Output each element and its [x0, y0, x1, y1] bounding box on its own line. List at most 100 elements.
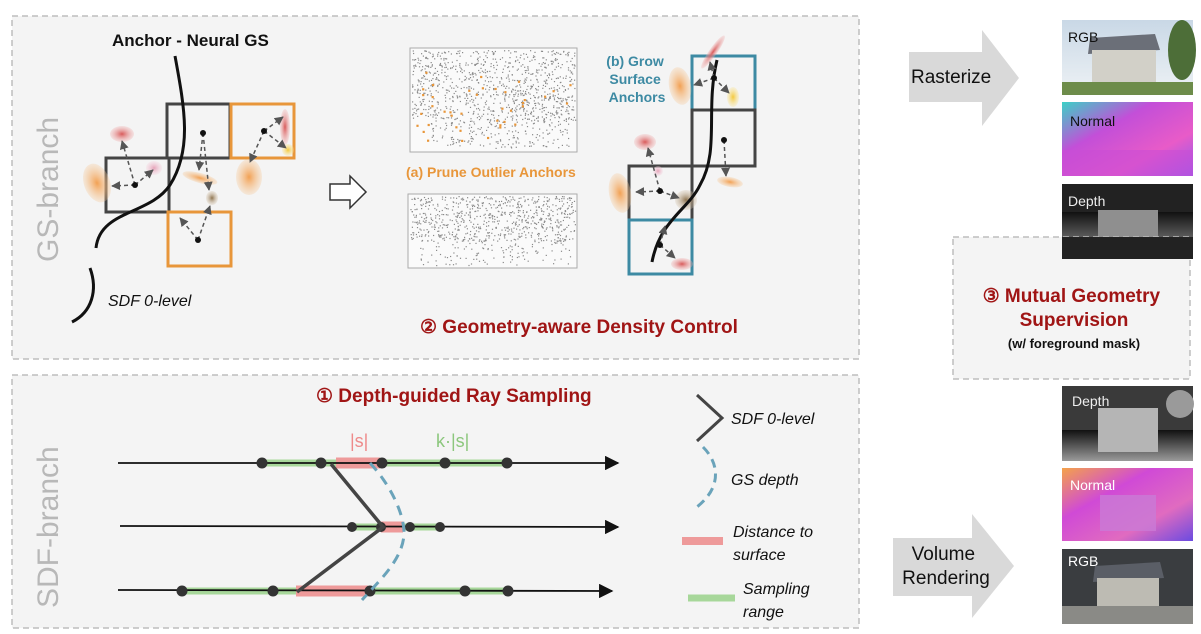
point-cloud-dot — [417, 62, 419, 64]
sdf-branch-panel: SDF-branch ① Depth-guided Ray Sampling |… — [11, 374, 860, 629]
point-cloud-dot — [436, 114, 438, 116]
point-cloud-dot — [521, 219, 523, 221]
sdf-legend-icon — [71, 267, 95, 324]
point-cloud-dot — [425, 56, 427, 58]
point-cloud-dot — [520, 114, 522, 116]
point-cloud-dot — [521, 205, 523, 207]
point-cloud-dot — [563, 196, 565, 198]
point-cloud-dot — [552, 61, 554, 63]
point-cloud-dot — [414, 204, 416, 206]
point-cloud-dot — [526, 88, 528, 91]
point-cloud-dot — [541, 111, 543, 113]
point-cloud-dot — [472, 239, 474, 241]
point-cloud-dot — [480, 228, 482, 230]
point-cloud-dot — [554, 241, 556, 244]
point-cloud-dot — [438, 74, 440, 76]
point-cloud-dot — [510, 146, 512, 148]
point-cloud-dot — [567, 88, 569, 90]
point-cloud-dot — [428, 105, 430, 108]
point-cloud-dot — [458, 140, 460, 142]
point-cloud-dot — [452, 95, 454, 98]
point-cloud-dot — [490, 80, 492, 83]
point-cloud-dot — [508, 130, 510, 132]
point-cloud-dot — [413, 214, 415, 216]
point-cloud-dot — [438, 83, 440, 85]
point-cloud-dot — [493, 221, 496, 223]
point-cloud-dot — [424, 78, 426, 80]
point-cloud-dot — [452, 130, 454, 132]
point-cloud-dot — [460, 67, 462, 69]
point-cloud-dot — [546, 114, 548, 116]
point-cloud-dot — [530, 223, 532, 225]
point-cloud-dot — [523, 58, 525, 60]
point-cloud-dot — [417, 223, 419, 225]
point-cloud-dot — [533, 202, 535, 204]
point-cloud-dot — [476, 51, 478, 53]
point-cloud-dot — [465, 77, 468, 79]
point-cloud-dot — [516, 79, 518, 82]
point-cloud-dot — [542, 223, 545, 226]
anchor-box-orange — [229, 102, 296, 160]
point-cloud-dot — [526, 77, 528, 79]
point-cloud-dot — [555, 77, 557, 80]
point-cloud-dot — [410, 209, 412, 211]
point-cloud-dot — [449, 111, 452, 114]
point-cloud-dot — [509, 205, 511, 207]
point-cloud-dot — [473, 223, 475, 225]
point-cloud-dot — [453, 111, 455, 113]
point-cloud-dot — [476, 258, 478, 260]
point-cloud-dot — [513, 101, 515, 103]
point-cloud-dot — [463, 121, 465, 123]
point-cloud-dot — [476, 108, 478, 110]
point-cloud-dot — [414, 103, 416, 105]
point-cloud-dot — [543, 107, 545, 109]
point-cloud-dot — [521, 221, 523, 223]
point-cloud-dot — [538, 233, 540, 235]
point-cloud-dot — [560, 81, 562, 83]
point-cloud-dot — [437, 55, 439, 57]
point-cloud-dot — [508, 96, 510, 98]
point-cloud-dot — [496, 122, 499, 124]
point-cloud-dot — [453, 92, 455, 95]
point-cloud-dot — [467, 97, 469, 99]
point-cloud-dot — [526, 99, 528, 101]
point-cloud-dot — [485, 239, 487, 241]
gaussian-blob — [668, 67, 692, 105]
grow-label: (b) Grow Surface Anchors — [606, 53, 667, 105]
point-cloud-dot — [523, 53, 525, 55]
point-cloud-dot — [435, 78, 437, 80]
point-cloud-dot — [444, 52, 447, 54]
point-cloud-dot — [440, 64, 442, 66]
point-cloud-dot — [421, 234, 423, 236]
point-cloud-dot — [547, 111, 549, 113]
point-cloud-dot — [512, 117, 514, 119]
point-cloud-dot — [488, 220, 490, 223]
point-cloud-dot — [504, 197, 506, 199]
point-cloud-dot — [533, 110, 535, 112]
point-cloud-dot — [537, 232, 540, 235]
point-cloud-dot — [552, 73, 554, 76]
point-cloud-dot — [540, 217, 542, 219]
point-cloud-dot — [462, 239, 464, 241]
point-cloud-dot — [484, 69, 486, 71]
point-cloud-dot — [476, 215, 478, 218]
point-cloud-dot — [495, 207, 497, 209]
point-cloud-dot — [503, 235, 506, 237]
point-cloud-dot — [477, 205, 480, 207]
point-cloud-dot — [511, 222, 513, 225]
point-cloud-dot — [425, 221, 427, 223]
point-cloud-dot — [474, 233, 476, 235]
point-cloud-dot — [509, 254, 511, 257]
point-cloud-dot — [436, 265, 438, 267]
point-cloud-dot — [445, 97, 447, 99]
point-cloud-dot — [551, 78, 553, 80]
point-cloud-dot — [438, 80, 440, 82]
point-cloud-dot — [541, 223, 543, 225]
point-cloud-dot — [536, 201, 538, 203]
point-cloud-dot — [415, 216, 417, 218]
point-cloud-dot — [438, 246, 440, 248]
point-cloud-dot — [558, 117, 561, 119]
point-cloud-dot — [528, 118, 530, 120]
point-cloud-dot — [454, 247, 456, 249]
point-cloud-dot — [497, 127, 499, 129]
